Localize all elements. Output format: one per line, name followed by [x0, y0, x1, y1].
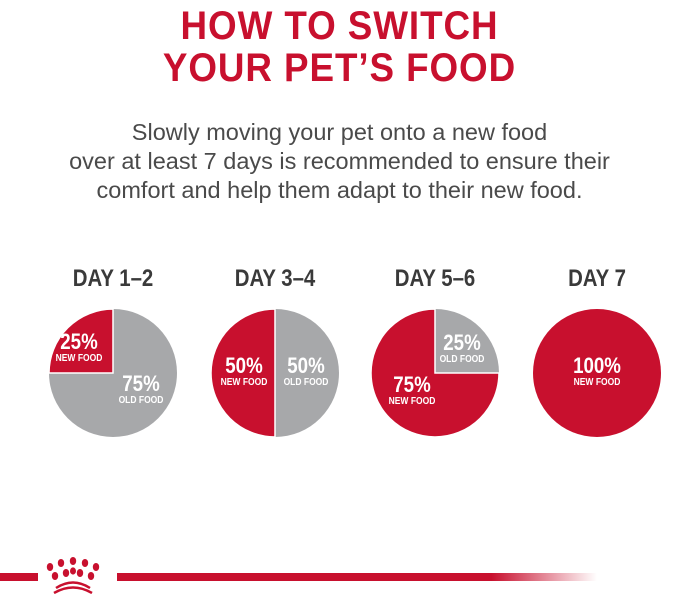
intro-line-3: comfort and help them adapt to their new… — [96, 177, 583, 203]
new-food-label: 50% NEW FOOD — [220, 353, 268, 388]
new-food-slice — [48, 308, 114, 374]
title-line-2: YOUR PET’S FOOD — [162, 46, 517, 90]
intro-text: Slowly moving your pet onto a new food o… — [0, 118, 679, 205]
royal-canin-crown-icon — [46, 557, 100, 594]
old-food-label: 75% OLD FOOD — [118, 371, 164, 406]
new-food-slice — [210, 308, 276, 438]
day-label-1: DAY 1–2 — [72, 265, 154, 292]
new-food-label: 25% NEW FOOD — [55, 329, 103, 364]
title-line-1: HOW TO SWITCH — [180, 4, 499, 48]
pie-day-5-6 — [370, 308, 500, 438]
new-food-label: 75% NEW FOOD — [388, 372, 436, 407]
day-label-2: DAY 3–4 — [234, 265, 316, 292]
day-label-3: DAY 5–6 — [394, 265, 476, 292]
footer-bar-left — [0, 573, 38, 581]
day-label-4: DAY 7 — [568, 265, 626, 292]
old-food-label: 25% OLD FOOD — [439, 330, 485, 365]
pie-day-3-4 — [210, 308, 339, 438]
new-food-slice — [533, 309, 661, 437]
footer-bar-right — [117, 573, 597, 581]
new-food-slice — [370, 308, 500, 438]
new-food-label: 100% NEW FOOD — [573, 353, 621, 388]
old-food-label: 50% OLD FOOD — [283, 353, 329, 388]
pie-day-7 — [533, 309, 661, 437]
pie-day-1-2 — [48, 308, 177, 437]
intro-line-1: Slowly moving your pet onto a new food — [131, 119, 548, 145]
intro-line-2: over at least 7 days is recommended to e… — [69, 148, 610, 174]
